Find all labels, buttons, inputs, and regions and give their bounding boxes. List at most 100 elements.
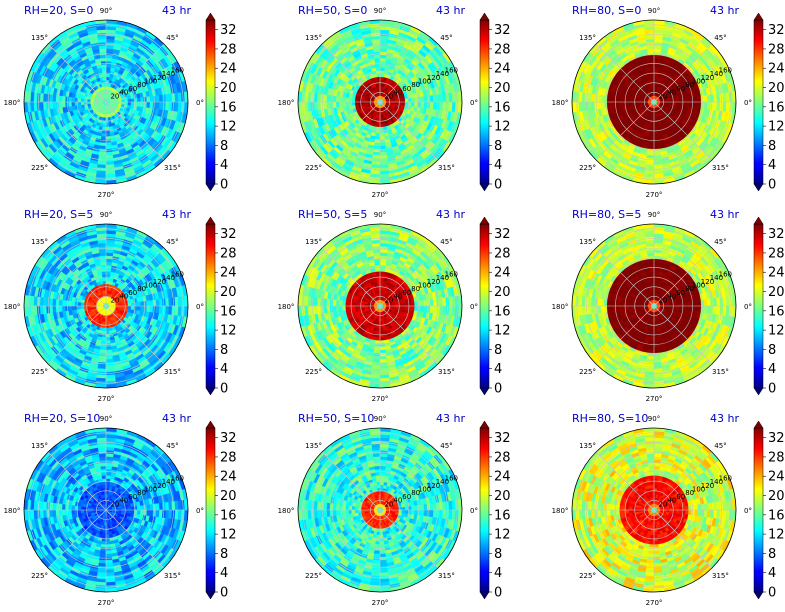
field-cell [130,305,135,310]
field-cell [379,76,384,81]
field-cell [649,133,655,137]
angle-tick-label: 90° [648,7,660,15]
field-cell [615,101,620,108]
field-cell [345,101,349,107]
field-cell [137,305,141,311]
colorbar-extend-max [205,12,216,21]
field-cell [619,101,623,107]
polar-panel: 0°45°90°135°180°225°270°315°20 40 60 801001… [552,4,785,199]
field-cell [360,99,365,103]
field-cell [118,101,122,105]
angle-tick-label: 135° [305,34,322,42]
panel-time-label: 43 hr [710,4,739,17]
radial-tick-label: 60 [676,85,685,93]
field-cell [137,301,141,307]
field-cell [651,117,655,122]
field-cell [101,67,107,71]
field-cell [653,73,658,78]
angle-tick-label: 225° [579,164,596,172]
field-cell [90,99,94,103]
field-cell [653,126,658,131]
field-cell [653,136,660,141]
field-cell [379,57,386,62]
field-cell [653,67,659,71]
field-cell [127,101,132,106]
colorbar-tick-label: 32 [220,23,237,38]
field-cell [71,305,75,311]
field-cell [80,98,85,103]
field-cell [688,101,693,108]
field-cell [345,97,349,103]
angle-tick-label: 0° [196,99,204,107]
field-cell [379,63,386,68]
colorbar-extend-min [205,183,216,192]
field-cell [335,101,340,108]
field-cell [374,142,381,147]
field-cell [651,114,655,118]
field-cell [648,142,655,147]
colorbar-tick-label: 8 [768,139,776,154]
field-cell [634,99,639,103]
field-cell [694,101,699,108]
colorbar-extend-min [753,183,764,192]
field-cell [375,67,381,71]
field-cell [140,300,145,307]
field-cell [100,63,107,68]
field-cell [650,73,655,78]
field-cell [379,67,385,71]
field-cell [103,318,107,322]
field-cell [102,277,107,282]
angle-tick-label: 315° [164,164,181,172]
colorbar-tick-label: 12 [494,120,511,135]
field-cell [101,271,107,275]
field-cell [653,57,660,62]
field-cell [140,96,145,103]
field-cell [379,133,385,137]
field-cell [678,101,683,106]
field-cell [379,82,383,87]
field-cell [121,305,126,309]
field-cell [414,101,419,108]
colorbar-tick-label: 28 [220,42,237,57]
field-cell [105,82,109,87]
field-cell [105,337,111,341]
field-cell [105,136,112,141]
radial-tick-label: 60 [128,85,137,93]
angle-tick-label: 45° [440,34,452,42]
field-cell [609,101,614,108]
field-cell [376,73,381,78]
colorbar-tick-label: 16 [494,100,511,115]
field-cell [102,330,107,335]
angle-tick-label: 225° [305,164,322,172]
field-cell [374,63,381,68]
field-cell [102,73,107,78]
colorbar-tick-label: 28 [494,42,511,57]
colorbar-tick-label: 20 [494,81,511,96]
radial-tick-label: 20 [384,92,393,100]
field-cell [649,67,655,71]
field-cell [103,321,107,326]
field-cell [118,305,122,309]
field-cell [404,101,409,106]
field-cell [130,98,135,103]
radial-tick-label: 60 [402,85,411,93]
field-cell [77,98,82,103]
field-cell [420,96,425,103]
field-cell [105,330,110,335]
field-cell [628,98,633,103]
panel-time-label: 43 hr [436,4,465,17]
field-cell [127,305,132,310]
field-cell [379,126,384,131]
colorbar-tick-label: 4 [220,158,228,173]
field-cell [100,261,107,266]
field-cell [105,133,111,137]
field-cell [105,261,112,266]
field-cell [376,123,381,128]
polar-panel: 0°45°90°135°180°225°270°315°20 40 60 801001… [4,208,237,403]
field-cell [105,73,110,78]
field-cell [105,67,111,71]
colorbar-tick-label: 4 [494,158,502,173]
colorbar-extend-max [753,12,764,21]
field-cell [653,82,657,87]
colorbar-tick-label: 24 [494,62,511,77]
